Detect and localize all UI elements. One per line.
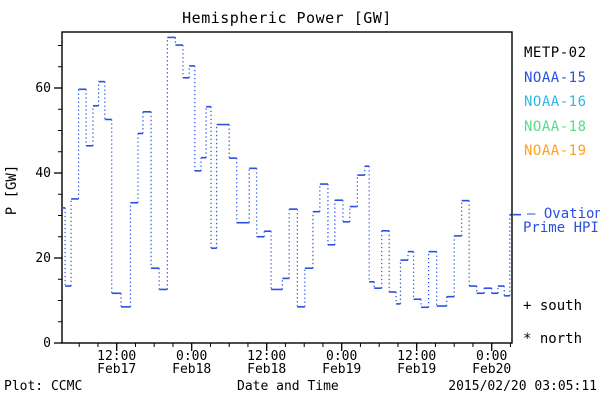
- legend-item-noaa-19: NOAA-19: [524, 143, 587, 159]
- page-title: Hemispheric Power [GW]: [182, 9, 392, 27]
- plot-source-label: Plot: CCMC: [4, 379, 83, 394]
- x-tick-time: 0:00: [326, 349, 357, 364]
- x-tick-time: 12:00: [247, 349, 286, 364]
- ovation-hpi-label-line2: Prime HPI: [523, 220, 599, 236]
- x-tick-time: 0:00: [476, 349, 507, 364]
- north-marker-label: * north: [523, 331, 583, 347]
- plot-frame: [61, 31, 513, 344]
- y-tick-label: 60: [35, 81, 51, 96]
- data-series-noaa15: [62, 36, 512, 309]
- y-tick-label: 20: [35, 251, 51, 266]
- x-axis-ticks: 12:00Feb170:00Feb1812:00Feb180:00Feb1912…: [78, 343, 511, 377]
- ovation-hpi-label-line1: – Ovation: [527, 206, 600, 222]
- x-axis-title: Date and Time: [237, 379, 339, 394]
- y-tick-label: 40: [35, 166, 51, 181]
- legend-item-noaa-16: NOAA-16: [524, 94, 587, 110]
- x-tick-date: Feb17: [97, 362, 136, 377]
- x-tick-date: Feb18: [247, 362, 286, 377]
- south-marker-label: + south: [523, 298, 583, 314]
- legend-item-metp-02: METP-02: [524, 45, 587, 61]
- x-tick-time: 12:00: [397, 349, 436, 364]
- y-axis-label: P [GW]: [4, 165, 20, 216]
- x-tick-date: Feb18: [172, 362, 211, 377]
- x-tick-date: Feb20: [472, 362, 511, 377]
- x-tick-date: Feb19: [322, 362, 361, 377]
- x-tick-time: 12:00: [97, 349, 136, 364]
- plot-timestamp: 2015/02/20 03:05:11: [448, 379, 597, 394]
- y-axis-ticks: 0 20 40 60: [35, 45, 62, 351]
- y-tick-label: 0: [43, 336, 51, 351]
- x-tick-date: Feb19: [397, 362, 436, 377]
- legend-item-noaa-18: NOAA-18: [524, 118, 587, 135]
- legend-item-noaa-15: NOAA-15: [524, 69, 587, 86]
- x-tick-time: 0:00: [176, 349, 207, 364]
